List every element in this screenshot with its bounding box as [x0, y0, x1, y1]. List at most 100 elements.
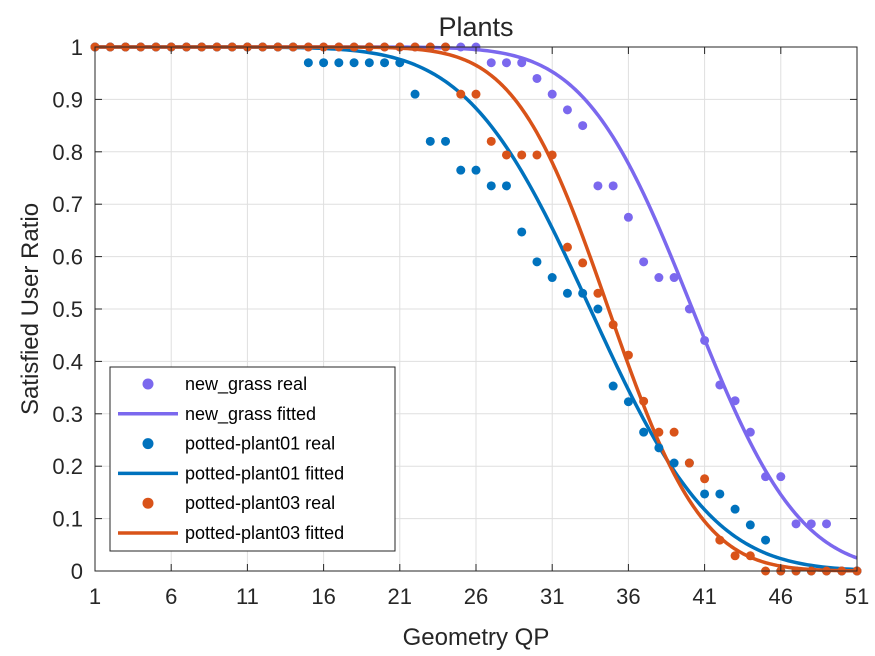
potted-plant01-real-point [501, 181, 511, 191]
axis-ticks: 1 6 11 16 21 26 31 36 41 46 5100.10.20.30.40.50.60… [52, 35, 869, 609]
new_grass-real-point [501, 58, 511, 68]
potted-plant01-real-point [669, 458, 679, 468]
potted-plant03-real-point [745, 551, 755, 561]
new_grass-legend-marker [142, 378, 154, 390]
new_grass-real-point [806, 519, 816, 529]
potted-plant03-real-point [501, 150, 511, 160]
potted-plant03-real-point [700, 474, 710, 484]
chart-title: Plants [438, 12, 513, 42]
new_grass-real-point [623, 212, 633, 222]
legend-entry: potted-plant03 fitted [185, 523, 344, 543]
legend-entry: potted-plant01 real [185, 434, 335, 454]
x-tick-label: 16 [311, 584, 335, 609]
potted-plant01-real-point [730, 504, 740, 514]
potted-plant01-real-point [486, 181, 496, 191]
y-tick-label: 0.3 [52, 402, 83, 427]
potted-plant03-real-point [715, 535, 725, 545]
x-tick-label: 1 [89, 584, 101, 609]
new_grass-real-point [745, 427, 755, 437]
potted-plant03-real-point [654, 427, 664, 437]
new_grass-real-point [822, 519, 832, 529]
x-tick-label: 6 [165, 584, 177, 609]
new_grass-real-point [730, 396, 740, 406]
new_grass-real-point [791, 519, 801, 529]
potted-plant03-real-point [517, 150, 527, 160]
potted-plant01-real-point [593, 304, 603, 314]
potted-plant03-real-point [547, 150, 557, 160]
potted-plant01-real-point [395, 58, 405, 68]
y-tick-label: 0.8 [52, 140, 83, 165]
legend-entry: new_grass real [185, 374, 307, 395]
potted-plant03-real-point [608, 320, 618, 330]
potted-plant01-real-point [700, 489, 710, 499]
new_grass-real-point [562, 105, 572, 115]
x-tick-label: 11 [236, 584, 259, 609]
potted-plant03-real-point [486, 136, 496, 146]
x-tick-label: 51 [845, 584, 869, 609]
potted-plant01-real-point [441, 136, 451, 146]
potted-plant01-real-point [319, 58, 329, 68]
potted-plant03-legend-marker [142, 497, 154, 509]
x-tick-label: 41 [692, 584, 716, 609]
potted-plant01-real-point [639, 427, 649, 437]
potted-plant01-real-point [410, 89, 420, 99]
y-tick-label: 1 [71, 35, 83, 60]
potted-plant01-real-point [456, 165, 466, 175]
potted-plant01-real-point [303, 58, 313, 68]
potted-plant01-real-point [380, 58, 390, 68]
potted-plant01-real-point [654, 443, 664, 453]
new_grass-real-point [684, 304, 694, 314]
new_grass-real-point [578, 121, 588, 131]
potted-plant03-real-point [456, 89, 466, 99]
potted-plant03-real-point [669, 427, 679, 437]
y-axis-label: Satisfied User Ratio [17, 203, 44, 415]
potted-plant03-real-point [730, 551, 740, 561]
x-tick-label: 21 [388, 584, 412, 609]
potted-plant03-real-point [593, 288, 603, 298]
legend-box [109, 366, 396, 552]
potted-plant01-real-point [623, 397, 633, 407]
potted-plant01-real-point [547, 273, 557, 283]
y-tick-label: 0.4 [52, 349, 83, 374]
new_grass-real-point [761, 472, 771, 482]
legend-entry: potted-plant01 fitted [185, 463, 344, 483]
potted-plant01-real-point [517, 227, 527, 237]
potted-plant01-real-point [562, 288, 572, 298]
potted-plant01-real-point [761, 535, 771, 545]
potted-plant03-real-point [639, 396, 649, 406]
potted-plant03-real-point [532, 150, 542, 160]
potted-plant01-real-point [532, 257, 542, 267]
potted-plant03-real-point [562, 242, 572, 252]
potted-plant03-real-point [471, 89, 481, 99]
legend: new_grass real new_grass fitted potted-pla… [109, 366, 396, 552]
potted-plant01-real-point [608, 381, 618, 391]
new_grass-real-point [700, 335, 710, 345]
x-tick-label: 36 [616, 584, 640, 609]
potted-plant03-real-point [578, 258, 588, 268]
new_grass-real-point [608, 181, 618, 191]
x-tick-label: 46 [769, 584, 793, 609]
y-tick-label: 0.7 [52, 192, 83, 217]
legend-entry: new_grass fitted [185, 404, 316, 425]
y-tick-label: 0 [71, 559, 83, 584]
y-tick-label: 0.9 [52, 87, 83, 112]
y-tick-label: 0.6 [52, 245, 83, 270]
potted-plant01-real-point [334, 58, 344, 68]
potted-plant01-real-point [349, 58, 359, 68]
new_grass-real-point [532, 73, 542, 83]
potted-plant03-real-point [684, 458, 694, 468]
potted-plant03-real-point [623, 350, 633, 360]
x-tick-label: 26 [464, 584, 488, 609]
potted-plant01-real-point [715, 489, 725, 499]
new_grass-real-point [486, 58, 496, 68]
potted-plant01-legend-marker [142, 438, 154, 450]
potted-plant01-real-point [425, 136, 435, 146]
new_grass-real-point [593, 181, 603, 191]
new_grass-real-point [715, 380, 725, 390]
x-axis-label: Geometry QP [403, 624, 550, 651]
potted-plant01-real-point [364, 58, 374, 68]
new_grass-real-point [639, 257, 649, 267]
x-tick-label: 31 [540, 584, 564, 609]
potted-plant01-real-point [578, 288, 588, 298]
